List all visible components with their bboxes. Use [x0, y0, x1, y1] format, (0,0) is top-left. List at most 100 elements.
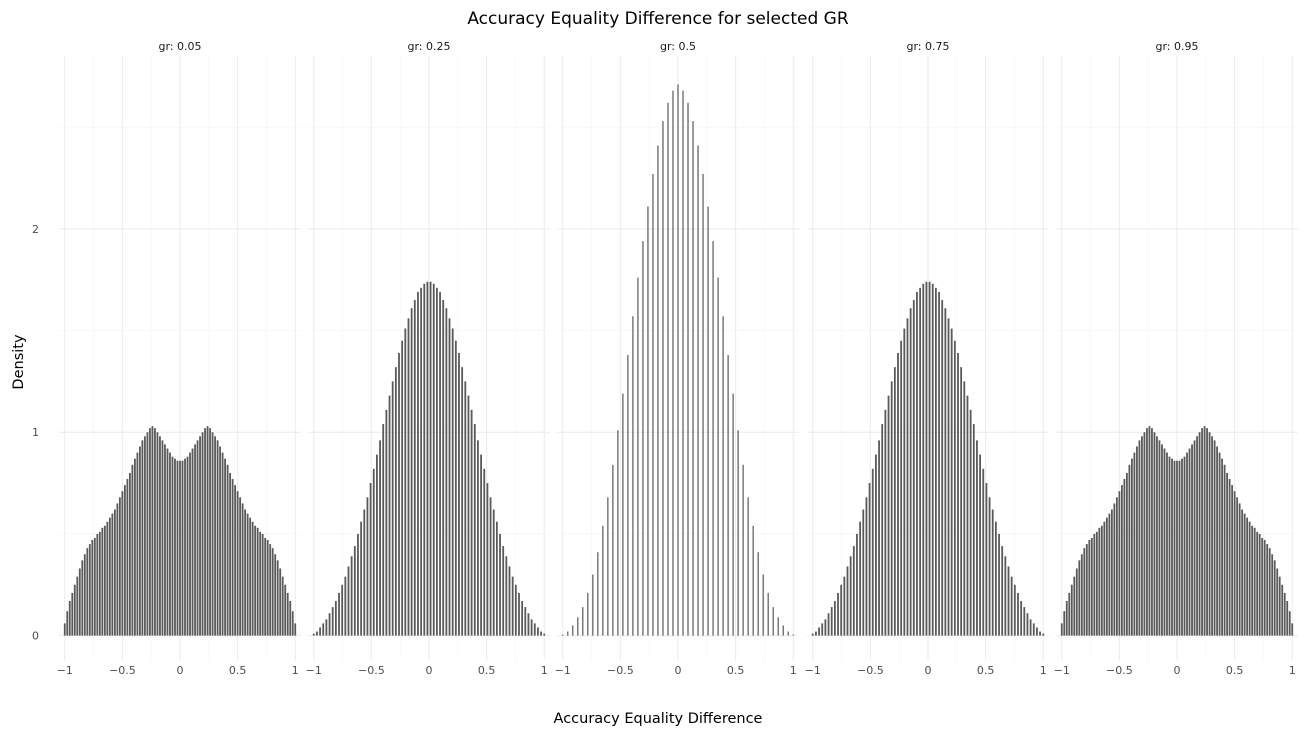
- histogram-bar: [379, 440, 381, 636]
- histogram-bar: [1218, 452, 1221, 636]
- histogram-bar: [818, 627, 820, 636]
- histogram-bar: [473, 424, 476, 636]
- histogram-bar: [1216, 446, 1218, 636]
- histogram-bar: [249, 517, 252, 636]
- histogram-bar: [1168, 456, 1171, 636]
- histogram-bar: [246, 513, 249, 636]
- histogram-bar: [1029, 619, 1032, 636]
- histogram-bar: [1233, 491, 1236, 636]
- histogram-bar: [366, 497, 369, 636]
- facet-strip-label: gr: 0.05: [158, 40, 201, 53]
- histogram-bar: [1120, 485, 1123, 636]
- histogram-bar: [126, 479, 129, 636]
- histogram-bar: [483, 468, 486, 636]
- histogram-bar: [533, 623, 536, 636]
- histogram-bar: [169, 452, 171, 636]
- histogram-bar: [388, 395, 391, 636]
- histogram-bar: [435, 287, 438, 636]
- histogram-bar: [63, 623, 66, 636]
- histogram-bar: [81, 560, 84, 636]
- facet-panel: gr: 0.75 −1 −0.5 0 0.5 1: [805, 40, 1049, 677]
- facet-panels: gr: 0.05−1 −0.5 0 0.5 1gr: 0.25−1 −0.5 0 0.5 1gr…: [32, 40, 1298, 677]
- histogram-bar: [442, 300, 445, 636]
- histogram-bar: [881, 424, 884, 636]
- histogram-bar: [982, 468, 985, 636]
- histogram-bar: [254, 525, 257, 636]
- histogram-bar: [1136, 446, 1138, 636]
- facet-strip-label: gr: 0.5: [660, 40, 696, 53]
- histogram-bar: [612, 464, 614, 636]
- histogram-bar: [868, 483, 871, 636]
- histogram-bar: [1108, 513, 1111, 636]
- histogram-bar: [1153, 432, 1156, 636]
- histogram-bar: [398, 352, 400, 636]
- x-tick-label: −1: [805, 664, 821, 677]
- histogram-bar: [1226, 472, 1228, 636]
- histogram-bar: [830, 607, 833, 636]
- histogram-bar: [1253, 527, 1256, 636]
- histogram-bar: [179, 460, 181, 636]
- histogram-bar: [527, 613, 530, 636]
- histogram-bar: [461, 367, 464, 636]
- histogram-bar: [139, 446, 141, 636]
- histogram-bar: [712, 241, 714, 636]
- histogram-bar: [852, 546, 855, 636]
- histogram-bar: [234, 485, 237, 636]
- histogram-bar: [922, 283, 925, 636]
- histogram-bar: [762, 574, 764, 636]
- histogram-bar: [582, 607, 584, 636]
- histogram-bar: [642, 241, 644, 636]
- histogram-bar: [274, 554, 277, 636]
- histogram-bar: [1178, 460, 1181, 636]
- histogram-bar: [1181, 458, 1183, 636]
- histogram-bar: [1063, 611, 1066, 636]
- histogram-bar: [1291, 623, 1294, 636]
- histogram-bar: [587, 592, 589, 636]
- histogram-bar: [174, 458, 176, 636]
- histogram-bar: [1171, 458, 1173, 636]
- histogram-bar: [176, 460, 179, 636]
- histogram-bar: [331, 607, 334, 636]
- histogram-bar: [271, 548, 274, 636]
- histogram-bar: [1148, 426, 1151, 636]
- histogram-bar: [1288, 611, 1291, 636]
- histogram-bar: [256, 527, 259, 636]
- histogram-bar: [401, 340, 404, 636]
- histogram-bar: [1243, 513, 1246, 636]
- histogram-bar: [495, 521, 498, 636]
- histogram-bar: [96, 533, 99, 636]
- histogram-bar: [276, 560, 279, 636]
- histogram-bar: [1065, 601, 1068, 636]
- histogram-bar: [1088, 540, 1091, 636]
- histogram-bar: [878, 440, 880, 636]
- histogram-bar: [338, 592, 340, 636]
- histogram-bar: [521, 601, 524, 636]
- histogram-bar: [316, 631, 318, 636]
- histogram-bar: [144, 436, 146, 636]
- facet-panel: gr: 0.05 −1 −0.5 0 0.5 1: [57, 40, 301, 677]
- histogram-bar: [957, 352, 959, 636]
- histogram-bar: [505, 556, 508, 636]
- x-tick-label: 1: [541, 664, 548, 677]
- histogram-bar: [941, 300, 944, 636]
- histogram-bar: [1070, 584, 1073, 636]
- histogram-bar: [1273, 560, 1276, 636]
- histogram-bar: [194, 444, 196, 636]
- histogram-bar: [1278, 576, 1281, 636]
- x-tick-label: 1: [1289, 664, 1296, 677]
- x-tick-label: −1: [1054, 664, 1070, 677]
- histogram-bar: [264, 537, 267, 636]
- histogram-bar: [286, 592, 289, 636]
- histogram-bar: [1196, 436, 1198, 636]
- histogram-bar: [1156, 436, 1158, 636]
- histogram-bar: [1039, 631, 1041, 636]
- histogram-bar: [862, 509, 865, 636]
- x-tick-label: 1: [292, 664, 299, 677]
- histogram-bar: [113, 509, 116, 636]
- histogram-bar: [843, 576, 846, 636]
- histogram-bar: [1093, 533, 1096, 636]
- histogram-bar: [357, 533, 359, 636]
- histogram-bar: [1211, 436, 1213, 636]
- histogram-bar: [1017, 592, 1019, 636]
